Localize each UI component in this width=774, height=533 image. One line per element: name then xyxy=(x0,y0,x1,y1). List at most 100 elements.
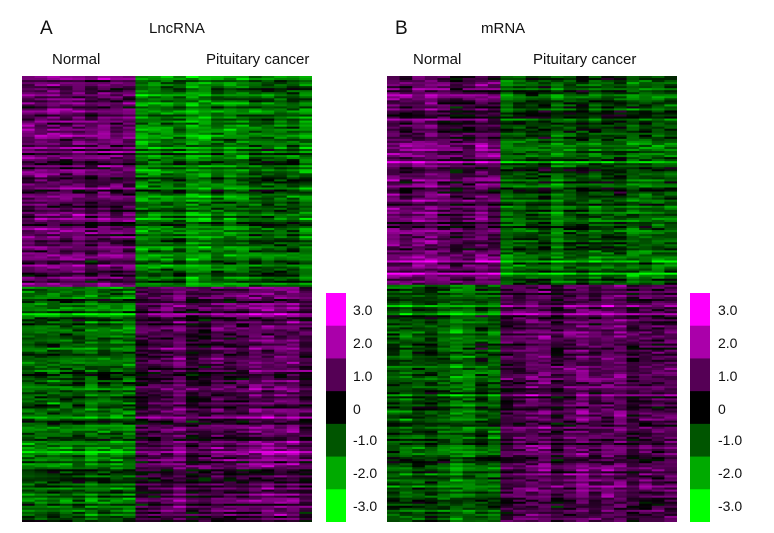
heatmap-cell xyxy=(185,329,200,333)
heatmap-cell xyxy=(223,438,237,442)
heatmap-cell xyxy=(160,122,174,126)
heatmap-cell xyxy=(34,434,48,438)
heatmap-cell xyxy=(248,179,263,183)
heatmap-cell xyxy=(198,205,212,209)
heatmap-cell xyxy=(236,201,250,205)
heatmap-cell xyxy=(211,453,225,456)
heatmap-cell xyxy=(160,120,174,124)
heatmap-cell xyxy=(110,236,124,239)
heatmap-cell xyxy=(148,282,162,286)
heatmap-cell xyxy=(286,341,300,345)
heatmap-cell xyxy=(97,169,111,172)
heatmap-cell xyxy=(261,390,275,393)
heatmap-cell xyxy=(286,124,300,128)
heatmap-cell xyxy=(236,398,250,401)
heatmap-cell xyxy=(110,513,124,517)
heatmap-cell xyxy=(261,424,275,428)
heatmap-cell xyxy=(135,394,149,397)
heatmap-cell xyxy=(173,114,187,118)
heatmap-cell xyxy=(261,392,275,395)
heatmap-cell xyxy=(160,384,174,387)
heatmap-cell xyxy=(47,487,61,491)
heatmap-cell xyxy=(135,359,149,363)
heatmap-cell xyxy=(22,434,36,438)
heatmap-cell xyxy=(211,335,225,339)
heatmap-cell xyxy=(97,345,111,349)
heatmap-cell xyxy=(160,461,174,464)
heatmap-cell xyxy=(22,205,36,209)
heatmap-cell xyxy=(110,410,124,414)
heatmap-cell xyxy=(248,384,263,387)
heatmap-cell xyxy=(236,134,250,138)
heatmap-cell xyxy=(299,284,312,288)
heatmap-cell xyxy=(110,177,124,180)
heatmap-cell xyxy=(223,148,237,152)
heatmap-cell xyxy=(248,189,263,193)
heatmap-cell xyxy=(261,197,275,201)
heatmap-cell xyxy=(261,185,275,189)
heatmap-cell xyxy=(185,473,200,476)
heatmap-cell xyxy=(148,363,162,367)
heatmap-cell xyxy=(135,414,149,418)
heatmap-cell xyxy=(34,221,48,225)
heatmap-cell xyxy=(22,301,36,304)
heatmap-cell xyxy=(261,363,275,367)
heatmap-cell xyxy=(110,365,124,369)
heatmap-cell xyxy=(261,244,275,247)
heatmap-cell xyxy=(22,159,36,162)
heatmap-cell xyxy=(198,404,212,408)
heatmap-cell xyxy=(148,382,162,385)
heatmap-cell xyxy=(299,434,312,438)
heatmap-cell xyxy=(261,223,275,227)
heatmap-cell xyxy=(34,189,48,193)
heatmap-cell xyxy=(148,88,162,91)
heatmap-cell xyxy=(223,106,237,110)
heatmap-cell xyxy=(47,505,61,509)
heatmap-cell xyxy=(223,378,237,381)
heatmap-cell xyxy=(97,221,111,225)
heatmap-cell xyxy=(185,376,200,379)
heatmap-cell xyxy=(110,309,124,312)
heatmap-cell xyxy=(198,197,212,201)
heatmap-cell xyxy=(286,292,300,296)
heatmap-cell xyxy=(122,371,137,375)
heatmap-cell xyxy=(211,311,225,314)
heatmap-cell xyxy=(248,270,263,274)
heatmap-cell xyxy=(148,497,162,501)
heatmap-cell xyxy=(173,262,187,266)
heatmap-cell xyxy=(211,455,225,458)
heatmap-cell xyxy=(274,193,288,197)
heatmap-cell xyxy=(34,278,48,282)
heatmap-cell xyxy=(148,434,162,438)
heatmap-cell xyxy=(47,463,61,466)
heatmap-cell xyxy=(97,252,111,255)
heatmap-cell xyxy=(59,311,74,314)
heatmap-cell xyxy=(274,430,288,434)
heatmap-cell xyxy=(34,371,48,375)
heatmap-cell xyxy=(299,485,312,489)
heatmap-cell xyxy=(135,201,149,205)
heatmap-cell xyxy=(110,84,124,87)
heatmap-cell xyxy=(122,120,137,124)
heatmap-cell xyxy=(110,124,124,128)
heatmap-cell xyxy=(185,88,200,91)
heatmap-cell xyxy=(135,217,149,221)
heatmap-cell xyxy=(274,337,288,341)
heatmap-cell xyxy=(286,207,300,211)
heatmap-cell xyxy=(22,246,36,249)
heatmap-cell xyxy=(236,112,250,116)
heatmap-cell xyxy=(122,258,137,262)
heatmap-cell xyxy=(185,217,200,221)
heatmap-cell xyxy=(211,146,225,150)
heatmap-cell xyxy=(59,365,74,369)
panel-a-letter: A xyxy=(40,18,53,39)
heatmap-cell xyxy=(198,116,212,120)
heatmap-cell xyxy=(299,282,312,286)
heatmap-cell xyxy=(173,436,187,440)
heatmap-cell xyxy=(261,266,275,270)
heatmap-cell xyxy=(59,455,74,458)
heatmap-cell xyxy=(72,90,86,93)
heatmap-cell xyxy=(148,465,162,468)
heatmap-cell xyxy=(122,296,137,300)
heatmap-cell xyxy=(236,278,250,282)
